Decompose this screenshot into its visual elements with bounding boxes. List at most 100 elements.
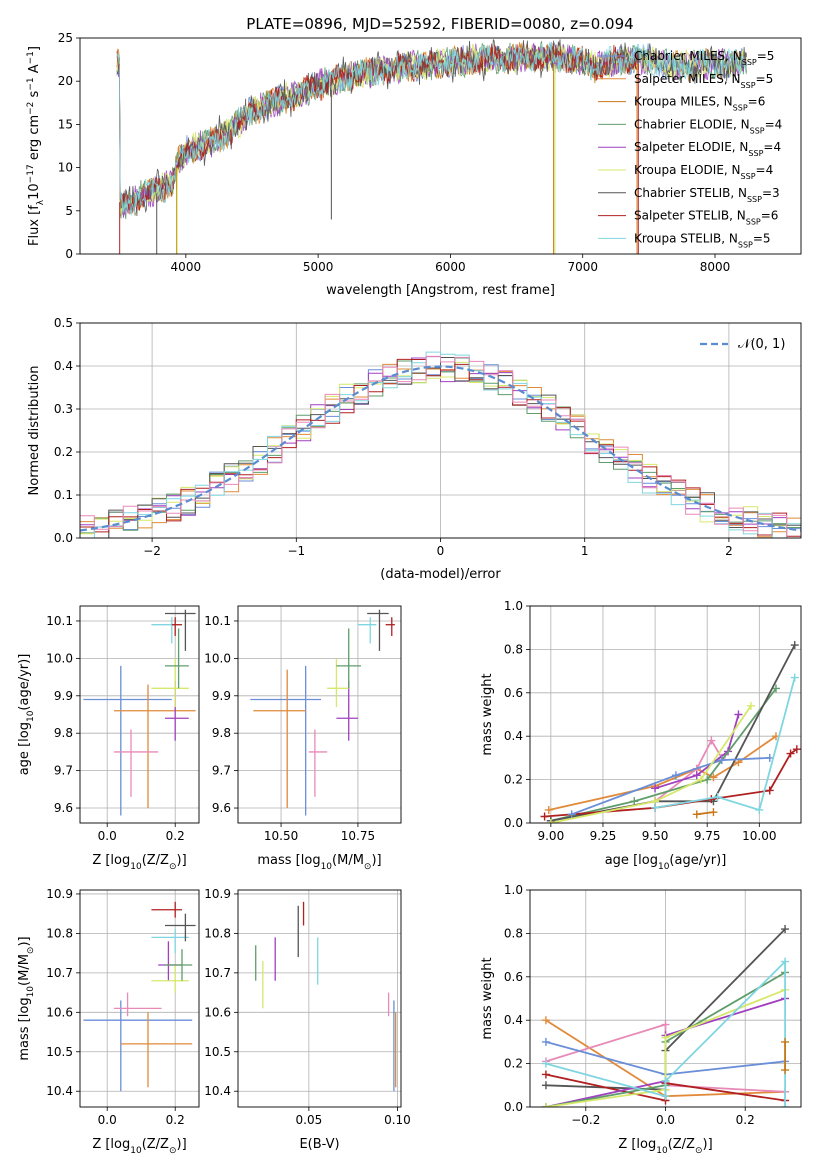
- legend-entry: Kroupa ELODIE, NSSP=4: [598, 163, 773, 181]
- y-tick-label: 25: [58, 31, 73, 45]
- x-tick-label: 7000: [567, 260, 598, 274]
- series-marker: [734, 710, 743, 719]
- y-tick-label: 1.0: [504, 883, 523, 897]
- weight-series-line: [567, 753, 774, 819]
- x-tick-label: 9.00: [537, 829, 564, 843]
- error-bar: [336, 628, 362, 689]
- series-marker: [781, 1103, 790, 1107]
- y-tick-label: 9.8: [54, 726, 73, 740]
- x-tick-label: −0.2: [571, 1113, 600, 1127]
- series-marker: [567, 810, 576, 819]
- y-tick-label: 10.1: [204, 614, 231, 628]
- y-tick-label: 10.8: [46, 926, 73, 940]
- weight-series-line: [546, 701, 755, 823]
- histogram-step: [80, 351, 801, 538]
- axis-label: Z [log10(Z/Z⊙)]: [92, 853, 186, 872]
- spectrum-line: [116, 41, 747, 217]
- y-tick-label: 9.6: [54, 801, 73, 815]
- x-tick-label: 6000: [435, 260, 466, 274]
- legend-entry: Chabrier STELIB, NSSP=3: [598, 186, 780, 204]
- y-tick-label: 20: [58, 74, 73, 88]
- y-tick-label: 10.7: [204, 966, 231, 980]
- legend: 𝒩(0, 1): [700, 337, 785, 352]
- x-axis-label: wavelength [Angstrom, rest frame]: [326, 283, 555, 298]
- weight-vs-metallicity-panel: −0.2 0.0 0.2 0.0 0.2 0.4 0.6 0.8 1.0 Z [log10(Z/Z…: [480, 883, 802, 1156]
- x-tick-label: 0.2: [166, 1113, 185, 1127]
- spectrum-panel: 4000 5000 6000 7000 8000 0 5 10 15 20 25 wavelength…: [26, 31, 802, 298]
- series-marker: [790, 673, 799, 682]
- ticks: 0.0 0.2 10.4 10.5 10.6 10.7 10.8 10.9: [46, 887, 184, 1127]
- mass-vs-metallicity-panel: 0.0 0.2 10.4 10.5 10.6 10.7 10.8 10.9 Z [log10(Z…: [17, 887, 200, 1156]
- y-tick-label: 0.6: [504, 970, 523, 984]
- normal-curve: [80, 365, 801, 532]
- y-tick-label: 0.2: [54, 445, 73, 459]
- series-marker: [709, 773, 718, 782]
- grid: [80, 890, 199, 1107]
- legend-label: Salpeter MILES, NSSP=5: [634, 72, 773, 90]
- y-tick-label: 9.9: [54, 689, 73, 703]
- x-tick-label: 10.00: [742, 829, 776, 843]
- series-marker: [661, 1020, 670, 1029]
- y-tick-label: 10.0: [204, 651, 231, 665]
- error-bar: [253, 669, 306, 809]
- x-tick-label: −2: [143, 544, 161, 558]
- legend-label: Chabrier ELODIE, NSSP=4: [634, 117, 782, 135]
- series-marker: [771, 684, 780, 693]
- grid: [80, 606, 199, 823]
- x-tick-label: 10.75: [341, 829, 375, 843]
- legend-label: Kroupa STELIB, NSSP=5: [634, 231, 771, 249]
- y-tick-label: 10.6: [46, 1005, 73, 1019]
- axis-label: mass [log10(M/M⊙)]: [17, 936, 36, 1060]
- series-path: [550, 644, 796, 822]
- x-tick-label: −1: [287, 544, 305, 558]
- x-axis-label: (data-model)/error: [380, 567, 501, 582]
- y-tick-label: 9.9: [212, 689, 231, 703]
- x-tick-label: 0.10: [384, 1113, 411, 1127]
- y-tick-label: 10.9: [204, 887, 231, 901]
- axis-label: Flux [fλ10−17 erg cm−2 s−1 A−1]: [26, 46, 46, 246]
- histogram-step: [80, 358, 801, 537]
- y-tick-label: 10.7: [46, 966, 73, 980]
- axes-frame: [79, 889, 200, 1108]
- y-tick-label: 10.0: [46, 651, 73, 665]
- legend-label: Chabrier STELIB, NSSP=3: [634, 186, 780, 204]
- legend-label: Kroupa ELODIE, NSSP=4: [634, 163, 773, 181]
- y-tick-label: 0.0: [504, 1100, 523, 1114]
- y-tick-label: 5: [65, 204, 73, 218]
- error-bar: [357, 617, 377, 644]
- y-tick-label: 1.0: [504, 599, 523, 613]
- axes-frame: [529, 889, 802, 1108]
- ticks: 10.50 10.75 9.6 9.7 9.8 9.9 10.0 10.1: [204, 614, 375, 843]
- ticks: −0.2 0.0 0.2 0.0 0.2 0.4 0.6 0.8 1.0: [504, 883, 755, 1127]
- error-bar: [165, 949, 193, 981]
- x-tick-label: 0.0: [98, 1113, 117, 1127]
- y-tick-label: 10.5: [204, 1045, 231, 1059]
- axes-frame: [237, 889, 402, 1108]
- y-axis-label: Normed distribution: [27, 366, 42, 496]
- y-tick-label: 10.6: [204, 1005, 231, 1019]
- histograms: [80, 351, 801, 538]
- x-axis-label: E(B-V): [299, 1137, 339, 1152]
- y-tick-label: 10.8: [204, 926, 231, 940]
- series-marker: [651, 803, 660, 812]
- error-bar: [158, 941, 182, 981]
- series-marker: [717, 756, 726, 765]
- error-bar: [165, 609, 196, 651]
- y-axis-label: mass weight: [480, 957, 495, 1039]
- series-marker: [792, 745, 801, 754]
- x-tick-label: 9.50: [642, 829, 669, 843]
- series-marker: [707, 736, 716, 745]
- error-bar: [114, 729, 159, 797]
- series-marker: [755, 805, 764, 814]
- error-bar: [308, 729, 328, 797]
- y-tick-label: 9.7: [212, 764, 231, 778]
- error-bar: [367, 609, 389, 651]
- series-marker: [671, 771, 680, 780]
- weight-series-line: [692, 808, 718, 819]
- error-bars: [83, 901, 196, 1092]
- histogram-step: [80, 361, 801, 538]
- series-marker: [546, 819, 555, 823]
- y-tick-label: 10: [58, 161, 73, 175]
- error-bar: [165, 913, 196, 942]
- error-bar: [250, 665, 322, 816]
